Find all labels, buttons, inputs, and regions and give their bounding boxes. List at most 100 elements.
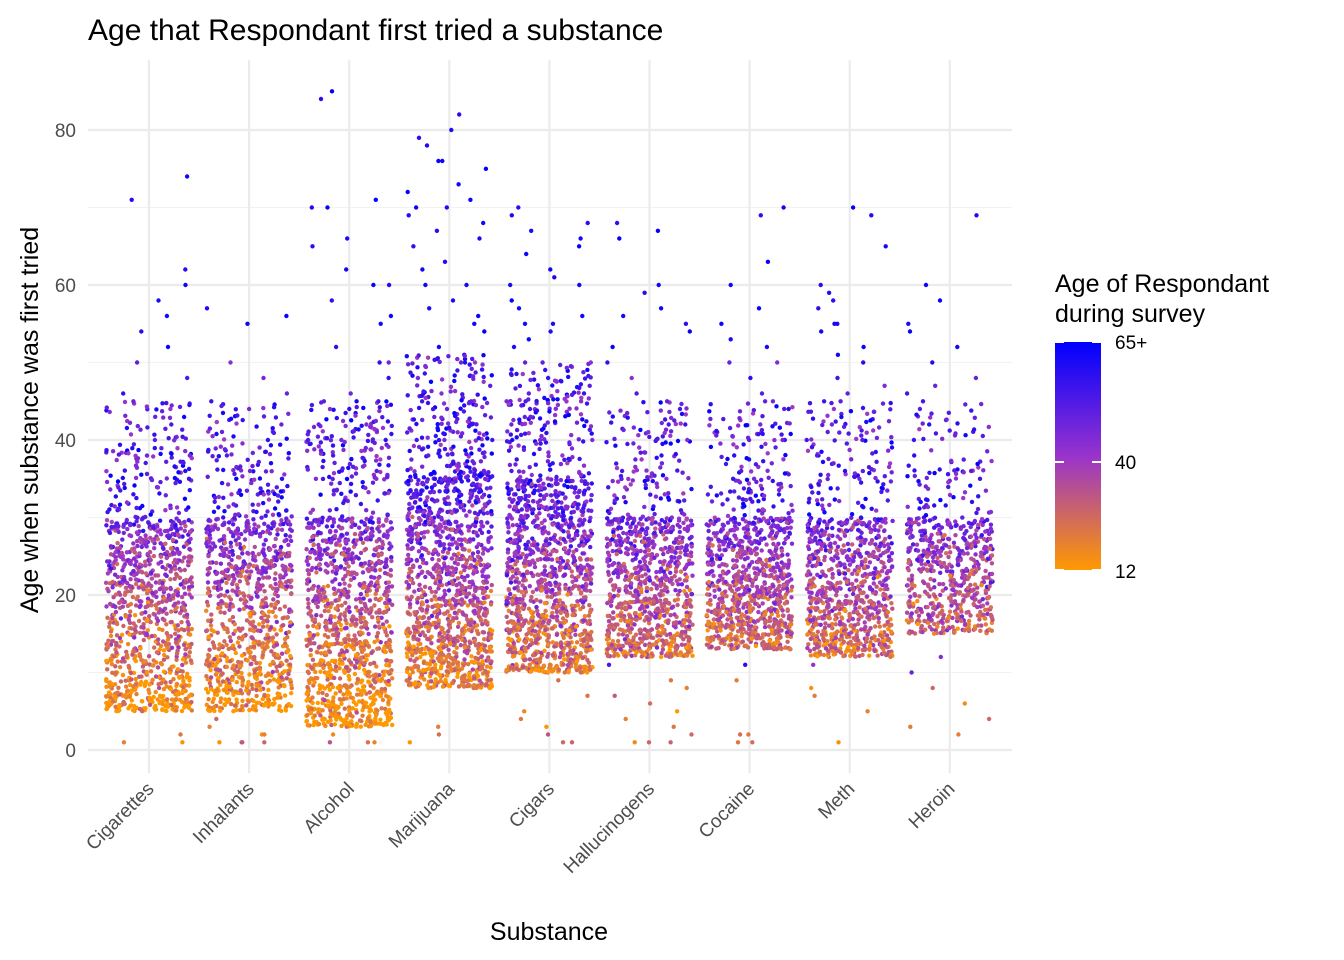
data-point (136, 565, 142, 570)
data-point (232, 646, 237, 652)
data-point (261, 575, 266, 580)
data-point (426, 453, 431, 458)
data-point (344, 625, 349, 631)
data-point (425, 620, 431, 626)
data-point (484, 664, 490, 669)
data-point (278, 553, 283, 559)
data-point (407, 630, 413, 635)
data-point (218, 699, 223, 705)
data-point (354, 571, 359, 577)
data-point (312, 680, 317, 685)
data-point (413, 650, 419, 655)
data-point (332, 675, 337, 681)
data-point (173, 704, 178, 710)
data-point (164, 586, 169, 591)
data-point (110, 585, 115, 590)
data-point (408, 657, 413, 662)
data-point (228, 529, 234, 535)
data-point (304, 516, 310, 521)
data-point (150, 590, 155, 596)
data-point (286, 578, 291, 584)
data-point (265, 619, 270, 624)
data-point (266, 698, 272, 703)
data-point (287, 607, 292, 612)
data-point (145, 600, 151, 605)
data-point (114, 643, 119, 648)
data-point (381, 625, 387, 630)
data-point (310, 695, 315, 700)
data-point (484, 400, 490, 406)
data-point (442, 556, 447, 561)
data-point (347, 708, 352, 713)
data-point (212, 704, 217, 710)
data-point (386, 282, 392, 288)
data-point (341, 696, 346, 702)
data-point (235, 531, 240, 536)
data-point (314, 570, 319, 575)
data-point (182, 705, 187, 710)
data-point (426, 616, 432, 621)
data-point (312, 713, 317, 718)
data-point (240, 698, 245, 703)
data-point (277, 579, 283, 585)
data-point (156, 610, 161, 615)
data-point (143, 533, 148, 538)
data-point (214, 716, 219, 722)
data-point (108, 566, 114, 571)
data-point (286, 671, 291, 677)
data-point (112, 504, 118, 509)
data-point (348, 481, 354, 487)
data-point (222, 626, 227, 632)
data-point (587, 618, 592, 623)
data-point (214, 419, 219, 425)
data-point (370, 510, 376, 515)
data-point (268, 547, 273, 552)
data-point (342, 566, 347, 571)
data-point (116, 452, 122, 457)
data-point (450, 536, 456, 541)
data-point (206, 697, 211, 702)
data-point (268, 662, 273, 667)
data-point (429, 497, 435, 502)
data-point (448, 389, 453, 394)
data-point (229, 557, 234, 563)
data-point (554, 549, 559, 554)
data-point (174, 708, 179, 713)
data-point (343, 683, 349, 688)
data-point (184, 612, 190, 617)
data-point (147, 549, 153, 555)
data-point (354, 617, 359, 622)
data-point (112, 604, 117, 609)
data-point (480, 494, 485, 500)
data-point (366, 568, 371, 574)
data-point (480, 659, 485, 664)
data-point (127, 620, 133, 625)
data-point (424, 561, 429, 566)
data-point (325, 205, 330, 210)
data-point (479, 681, 484, 686)
data-point (449, 565, 455, 570)
data-point (248, 569, 254, 574)
data-point (164, 697, 170, 702)
data-point (451, 656, 456, 661)
data-point (227, 684, 232, 689)
data-point (382, 570, 388, 576)
data-point (476, 313, 481, 319)
data-point (230, 522, 236, 527)
data-point (182, 688, 187, 693)
data-point (271, 597, 276, 602)
data-point (467, 538, 472, 543)
data-point (432, 414, 437, 420)
data-point (182, 627, 187, 633)
data-point (334, 541, 339, 546)
data-point (220, 671, 225, 676)
data-point (346, 516, 351, 522)
data-point (472, 611, 478, 616)
data-point (409, 546, 414, 552)
data-point (134, 571, 139, 577)
data-point (153, 589, 159, 595)
data-point (343, 617, 348, 623)
data-point (269, 469, 274, 474)
data-point (232, 622, 237, 627)
data-point (250, 450, 255, 456)
